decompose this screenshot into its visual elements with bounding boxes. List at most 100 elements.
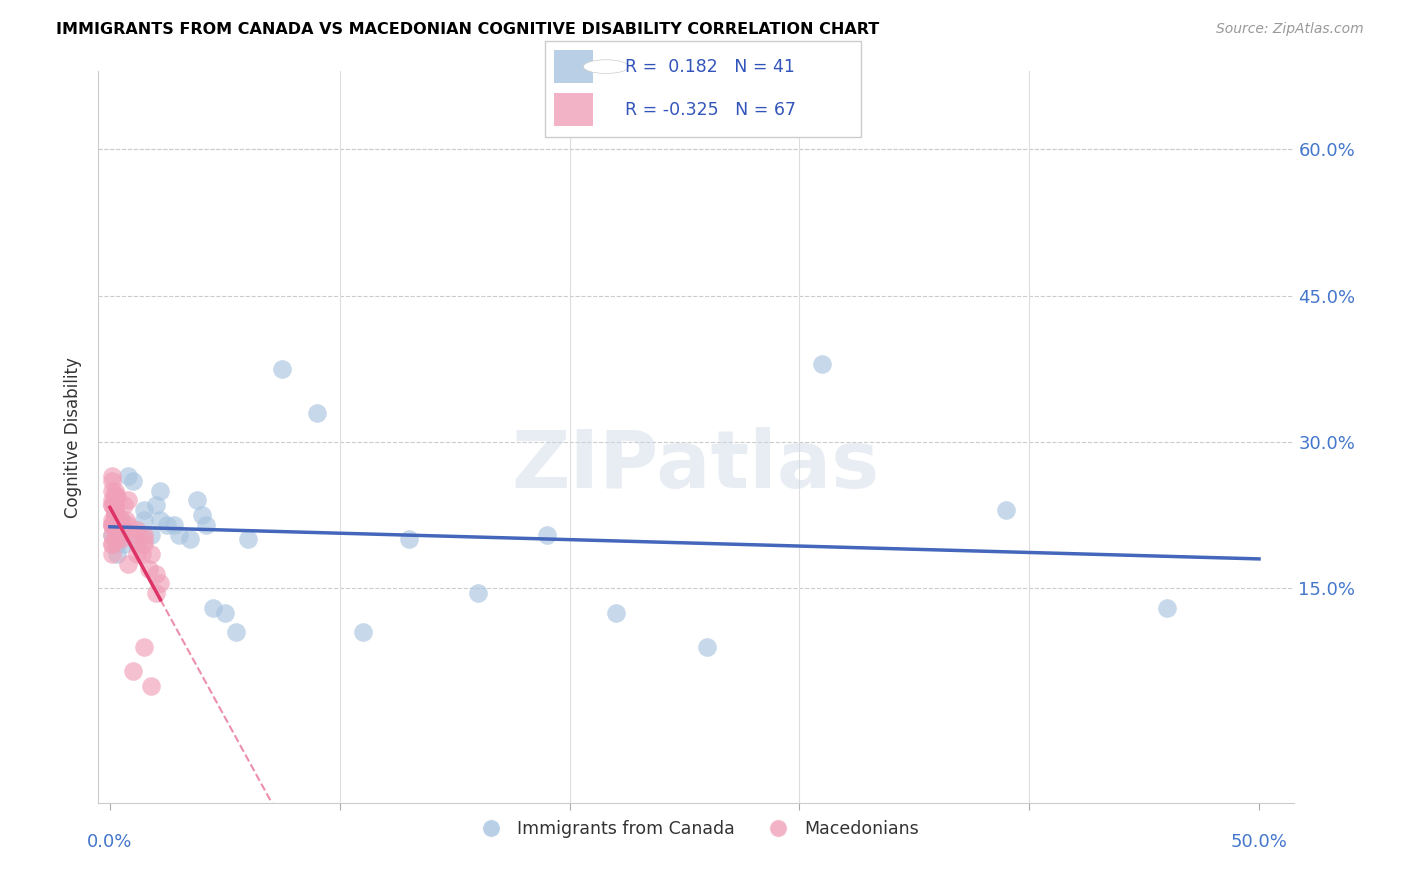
Point xyxy=(117,517,139,532)
Point xyxy=(103,508,125,522)
Point xyxy=(605,606,627,620)
Point xyxy=(127,533,149,547)
Point xyxy=(110,513,132,527)
Point xyxy=(186,493,208,508)
Text: ZIPatlas: ZIPatlas xyxy=(512,427,880,506)
Point xyxy=(103,499,125,513)
FancyBboxPatch shape xyxy=(544,41,862,137)
Point xyxy=(103,503,125,517)
Point xyxy=(110,533,132,547)
Point xyxy=(134,503,156,517)
Point xyxy=(103,523,125,537)
Point xyxy=(149,513,172,527)
Y-axis label: Cognitive Disability: Cognitive Disability xyxy=(65,357,83,517)
Text: Source: ZipAtlas.com: Source: ZipAtlas.com xyxy=(1216,22,1364,37)
Point xyxy=(101,517,124,532)
Point xyxy=(103,513,125,527)
Point xyxy=(105,523,128,537)
Point xyxy=(103,508,125,522)
Point xyxy=(103,508,125,522)
Point xyxy=(112,499,135,513)
Point xyxy=(127,523,149,537)
Point xyxy=(117,557,139,571)
Point xyxy=(145,586,167,600)
Point xyxy=(101,517,124,532)
Point xyxy=(103,499,125,513)
Point xyxy=(145,499,167,513)
Point xyxy=(103,508,125,522)
Point xyxy=(141,679,163,693)
Point xyxy=(101,517,124,532)
Point xyxy=(236,533,259,547)
Point xyxy=(156,517,179,532)
Point xyxy=(134,537,156,551)
Point xyxy=(101,527,124,541)
Point xyxy=(101,527,124,541)
Point xyxy=(134,533,156,547)
Point xyxy=(271,361,294,376)
Point xyxy=(141,547,163,561)
Point xyxy=(127,537,149,551)
Point xyxy=(163,517,186,532)
Point xyxy=(103,499,125,513)
Point xyxy=(112,537,135,551)
Point xyxy=(108,527,131,541)
Point xyxy=(103,508,125,522)
Point xyxy=(134,513,156,527)
Circle shape xyxy=(583,60,628,73)
Point xyxy=(115,513,138,527)
Bar xyxy=(554,50,593,83)
Point xyxy=(696,640,718,654)
Point xyxy=(149,576,172,591)
Point xyxy=(127,547,149,561)
Point xyxy=(108,517,131,532)
Text: 0.0%: 0.0% xyxy=(87,833,132,851)
Point xyxy=(105,533,128,547)
Point xyxy=(103,493,125,508)
Point xyxy=(214,606,236,620)
Point xyxy=(103,489,125,503)
Text: R =  0.182   N = 41: R = 0.182 N = 41 xyxy=(626,58,796,76)
Point xyxy=(305,406,328,420)
Point xyxy=(101,547,124,561)
Point xyxy=(167,527,190,541)
Point xyxy=(101,499,124,513)
Point xyxy=(103,503,125,517)
Point xyxy=(1156,600,1178,615)
Point xyxy=(103,517,125,532)
Point xyxy=(225,625,247,640)
Point xyxy=(103,523,125,537)
Point xyxy=(101,537,124,551)
Point xyxy=(103,483,125,498)
Point xyxy=(141,527,163,541)
Point xyxy=(352,625,374,640)
Point xyxy=(103,503,125,517)
Point xyxy=(105,537,128,551)
Point xyxy=(191,508,214,522)
Point xyxy=(101,499,124,513)
Point xyxy=(398,533,420,547)
Text: IMMIGRANTS FROM CANADA VS MACEDONIAN COGNITIVE DISABILITY CORRELATION CHART: IMMIGRANTS FROM CANADA VS MACEDONIAN COG… xyxy=(56,22,880,37)
Point xyxy=(145,566,167,581)
Point xyxy=(101,483,124,498)
Point xyxy=(112,523,135,537)
Point xyxy=(101,513,124,527)
Point xyxy=(195,517,218,532)
Text: R = -0.325   N = 67: R = -0.325 N = 67 xyxy=(626,101,796,119)
Text: 50.0%: 50.0% xyxy=(1230,833,1288,851)
Point xyxy=(101,474,124,488)
Point xyxy=(122,664,145,678)
Point xyxy=(103,489,125,503)
Point xyxy=(131,547,153,561)
Point xyxy=(105,547,128,561)
Point xyxy=(105,508,128,522)
Point xyxy=(103,533,125,547)
Point xyxy=(105,527,128,541)
Point xyxy=(105,489,128,503)
Point xyxy=(108,517,131,532)
Point xyxy=(110,513,132,527)
Point xyxy=(134,640,156,654)
Point xyxy=(202,600,225,615)
Point xyxy=(108,523,131,537)
Point xyxy=(105,533,128,547)
